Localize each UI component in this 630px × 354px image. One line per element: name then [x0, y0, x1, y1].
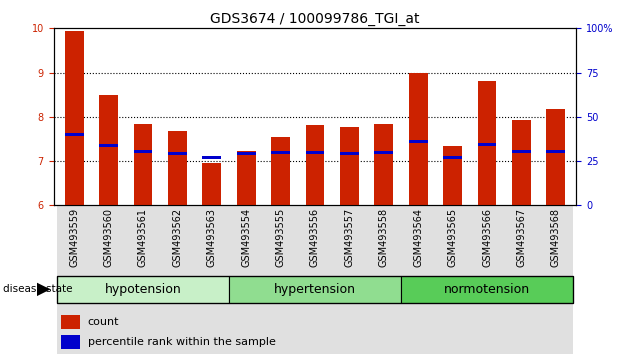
Bar	[546, 109, 565, 205]
Bar	[435, 205, 470, 354]
Bar	[340, 152, 359, 155]
Bar	[539, 205, 573, 354]
Bar	[134, 150, 152, 153]
Text: hypertension: hypertension	[274, 283, 356, 296]
Bar	[168, 152, 187, 155]
Bar	[195, 205, 229, 354]
Bar	[134, 124, 152, 205]
Bar	[512, 120, 531, 205]
Bar	[367, 205, 401, 354]
Text: normotension: normotension	[444, 283, 530, 296]
Bar	[91, 205, 126, 354]
Bar	[546, 150, 565, 153]
Bar	[306, 151, 324, 154]
Bar	[374, 124, 393, 205]
Bar	[306, 125, 324, 205]
Bar	[202, 156, 221, 159]
Text: disease state: disease state	[3, 284, 72, 295]
Bar	[168, 131, 187, 205]
Bar	[237, 152, 256, 205]
Title: GDS3674 / 100099786_TGI_at: GDS3674 / 100099786_TGI_at	[210, 12, 420, 26]
Bar	[229, 205, 263, 354]
Bar	[443, 145, 462, 205]
Bar	[57, 276, 229, 303]
Bar	[340, 127, 359, 205]
Bar	[271, 137, 290, 205]
Bar	[478, 143, 496, 146]
Bar	[99, 95, 118, 205]
Polygon shape	[37, 282, 50, 296]
Bar	[99, 144, 118, 147]
Bar	[401, 205, 435, 354]
Bar	[229, 276, 401, 303]
Bar	[160, 205, 195, 354]
Bar	[409, 139, 428, 143]
Bar	[512, 150, 531, 153]
Bar	[65, 133, 84, 136]
Bar	[374, 151, 393, 154]
Bar	[126, 205, 160, 354]
Bar	[443, 156, 462, 159]
Bar	[401, 276, 573, 303]
Bar	[237, 152, 256, 155]
Bar	[478, 81, 496, 205]
Bar	[504, 205, 539, 354]
Text: percentile rank within the sample: percentile rank within the sample	[88, 337, 275, 347]
Bar	[409, 73, 428, 205]
Bar	[263, 205, 298, 354]
Bar	[332, 205, 367, 354]
Text: hypotension: hypotension	[105, 283, 181, 296]
Bar	[470, 205, 504, 354]
Bar	[57, 205, 91, 354]
Bar	[298, 205, 332, 354]
Bar	[202, 163, 221, 205]
Bar	[271, 151, 290, 154]
Text: count: count	[88, 318, 119, 327]
Bar	[65, 32, 84, 205]
Bar	[61, 315, 79, 329]
Bar	[61, 335, 79, 348]
